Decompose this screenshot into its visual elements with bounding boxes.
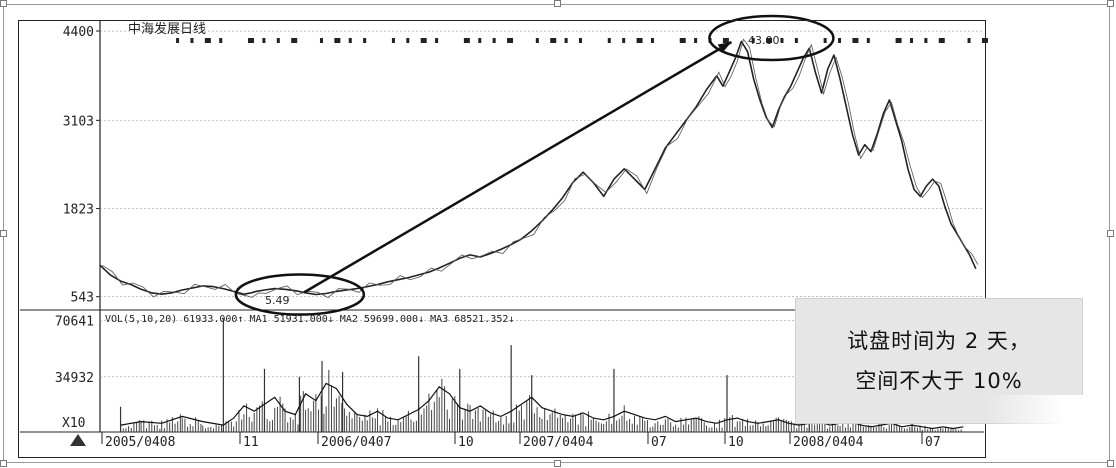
x-tick-label: 2006/0407 bbox=[321, 435, 391, 450]
signal-marker bbox=[190, 38, 194, 43]
volume-ma-line bbox=[120, 382, 964, 430]
signal-marker bbox=[435, 38, 439, 43]
signal-marker bbox=[535, 38, 539, 43]
resize-handle-top[interactable] bbox=[554, 0, 561, 7]
signal-marker bbox=[248, 38, 255, 43]
x-tick-label: 07 bbox=[651, 435, 667, 450]
price-series bbox=[99, 38, 979, 299]
resize-handle-left[interactable] bbox=[0, 230, 7, 237]
x-tick-label: 10 bbox=[728, 435, 744, 450]
signal-marker bbox=[550, 38, 557, 43]
signal-marker bbox=[262, 38, 266, 43]
volume-tick-label: 70641 bbox=[55, 314, 94, 329]
signal-marker bbox=[838, 38, 842, 43]
x-tick-label: 2008/0404 bbox=[793, 435, 864, 450]
x-tick-label: 2007/0404 bbox=[523, 435, 594, 450]
signal-marker bbox=[507, 38, 514, 43]
volume-unit-label: X10 bbox=[62, 416, 85, 431]
signal-marker bbox=[219, 38, 223, 43]
signal-marker bbox=[276, 38, 280, 43]
scroll-triangle bbox=[70, 434, 86, 446]
signal-marker bbox=[319, 38, 323, 43]
top-marker-strip bbox=[176, 38, 988, 43]
signal-marker bbox=[406, 38, 410, 43]
edge-fade bbox=[986, 395, 1086, 435]
signal-marker bbox=[909, 38, 913, 43]
signal-marker bbox=[722, 38, 729, 43]
annotation-layer bbox=[234, 14, 835, 316]
resize-handle-bottom-right[interactable] bbox=[1107, 460, 1114, 467]
volume-legend: VOL(5,10,20) 61933.000↑ MA1 51931.000↓ M… bbox=[105, 314, 514, 325]
signal-marker bbox=[564, 38, 568, 43]
resize-handle-bottom[interactable] bbox=[554, 460, 561, 467]
price-tick-label: 1823 bbox=[63, 203, 94, 218]
callout-line-1: 试盘时间为 2 天， bbox=[847, 329, 1031, 353]
price-line bbox=[99, 40, 977, 296]
volume-bars bbox=[119, 318, 964, 432]
signal-marker bbox=[492, 38, 496, 43]
signal-marker bbox=[924, 38, 928, 43]
signal-marker bbox=[607, 38, 611, 43]
chart-title: 中海发展日线 bbox=[128, 21, 206, 37]
signal-marker bbox=[334, 38, 341, 43]
signal-marker bbox=[895, 38, 902, 43]
x-tick-label: 07 bbox=[925, 435, 941, 450]
high-point-ellipse bbox=[708, 14, 835, 62]
x-tick-label: 10 bbox=[458, 435, 474, 450]
signal-marker bbox=[463, 38, 470, 43]
x-tick-label: 11 bbox=[243, 435, 259, 450]
low-price-label: 5.49 bbox=[265, 294, 290, 307]
signal-marker bbox=[780, 38, 784, 43]
signal-marker bbox=[391, 38, 395, 43]
signal-marker bbox=[694, 38, 698, 43]
callout-line-2: 空间不大于 10% bbox=[855, 369, 1023, 393]
high-price-label: 43.00 bbox=[748, 34, 780, 47]
signal-marker bbox=[938, 38, 945, 43]
signal-marker bbox=[650, 38, 654, 43]
arrow-shaft bbox=[303, 40, 733, 294]
resize-handle-top-left[interactable] bbox=[0, 0, 7, 7]
signal-marker bbox=[176, 38, 180, 43]
signal-marker bbox=[823, 38, 827, 43]
arrow-head bbox=[717, 42, 732, 53]
price-tick-label: 3103 bbox=[63, 114, 94, 129]
signal-marker bbox=[478, 38, 482, 43]
signal-marker bbox=[579, 38, 583, 43]
y-tick-labels: 543 1823 3103 4400 34932 70641 bbox=[55, 25, 94, 386]
low-point-ellipse bbox=[234, 273, 366, 316]
signal-marker bbox=[348, 38, 352, 43]
price-tick-label: 4400 bbox=[63, 25, 94, 40]
signal-marker bbox=[636, 38, 643, 43]
signal-marker bbox=[420, 38, 427, 43]
signal-marker bbox=[794, 38, 798, 43]
signal-marker bbox=[967, 38, 971, 43]
signal-marker bbox=[751, 38, 755, 43]
resize-handle-right[interactable] bbox=[1107, 230, 1114, 237]
price-ma-line bbox=[101, 38, 979, 299]
signal-marker bbox=[679, 38, 686, 43]
signal-marker bbox=[291, 38, 298, 43]
x-tick-labels: 2005/0408 11 2006/0407 10 2007/0404 07 10 2008/… bbox=[70, 432, 941, 450]
volume-tick-label: 34932 bbox=[55, 371, 94, 386]
resize-handle-top-right[interactable] bbox=[1107, 0, 1114, 7]
signal-marker bbox=[363, 38, 367, 43]
signal-marker bbox=[622, 38, 626, 43]
signal-marker bbox=[981, 38, 988, 43]
resize-handle-bottom-left[interactable] bbox=[0, 460, 7, 467]
signal-marker bbox=[866, 38, 870, 43]
signal-marker bbox=[766, 38, 773, 43]
x-tick-label: 2005/0408 bbox=[105, 435, 175, 450]
signal-marker bbox=[852, 38, 859, 43]
signal-marker bbox=[204, 38, 211, 43]
price-tick-label: 543 bbox=[71, 291, 94, 306]
